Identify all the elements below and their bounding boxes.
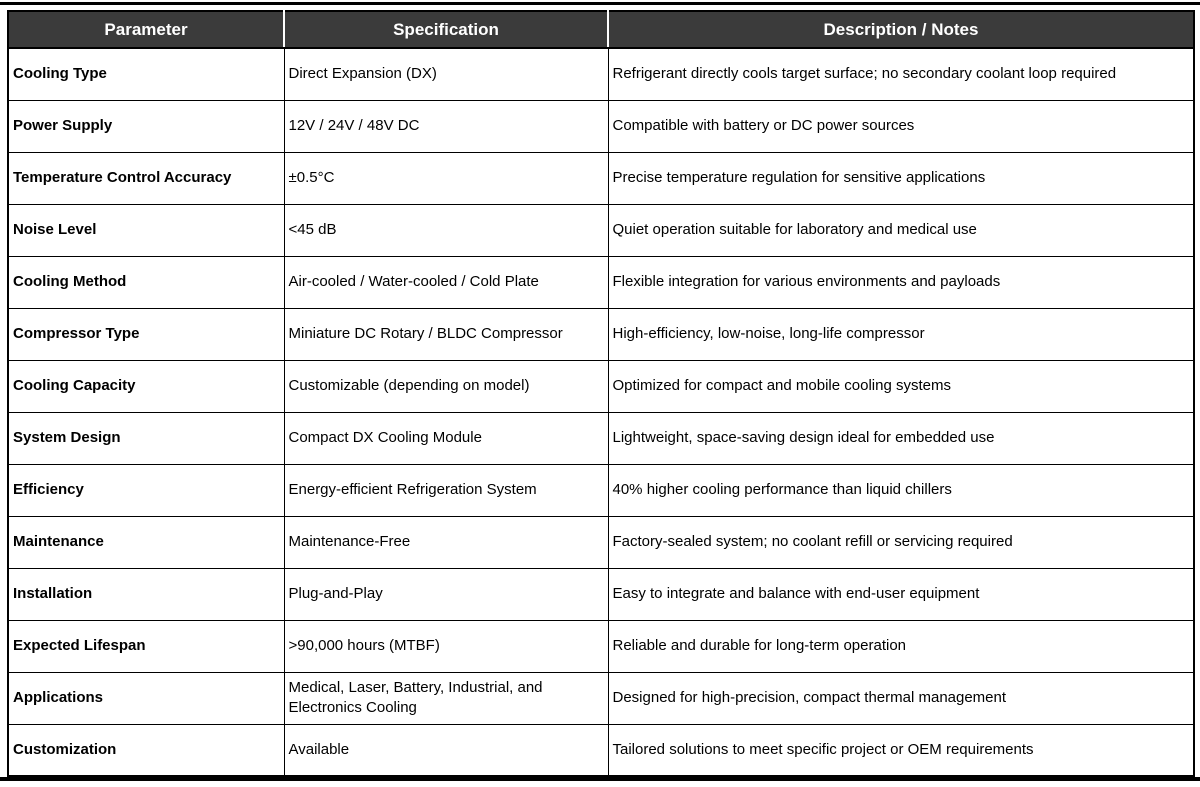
notes-cell: Tailored solutions to meet specific proj…	[607, 723, 1195, 777]
specification-cell: ±0.5°C	[283, 151, 609, 205]
parameter-cell: Customization	[7, 723, 285, 777]
notes-cell: Lightweight, space-saving design ideal f…	[607, 411, 1195, 465]
table-row: Expected Lifespan >90,000 hours (MTBF) R…	[7, 619, 1195, 673]
table-body: Cooling Type Direct Expansion (DX) Refri…	[7, 47, 1195, 777]
header-row: Parameter Specification Description / No…	[8, 11, 1194, 49]
table-row: Maintenance Maintenance-Free Factory-sea…	[7, 515, 1195, 569]
parameter-cell: Installation	[7, 567, 285, 621]
parameter-cell: System Design	[7, 411, 285, 465]
parameter-cell: Noise Level	[7, 203, 285, 257]
header-parameter: Parameter	[8, 11, 284, 49]
parameter-cell: Cooling Method	[7, 255, 285, 309]
specification-cell: Available	[283, 723, 609, 777]
notes-cell: High-efficiency, low-noise, long-life co…	[607, 307, 1195, 361]
table-row: Cooling Type Direct Expansion (DX) Refri…	[7, 47, 1195, 101]
table-row: Installation Plug-and-Play Easy to integ…	[7, 567, 1195, 621]
header-description-notes: Description / Notes	[607, 11, 1194, 49]
notes-cell: Designed for high-precision, compact the…	[607, 671, 1195, 725]
specification-cell: 12V / 24V / 48V DC	[283, 99, 609, 153]
table-row: System Design Compact DX Cooling Module …	[7, 411, 1195, 465]
specification-cell: >90,000 hours (MTBF)	[283, 619, 609, 673]
table-row: Cooling Method Air-cooled / Water-cooled…	[7, 255, 1195, 309]
specification-cell: Maintenance-Free	[283, 515, 609, 569]
notes-cell: Factory-sealed system; no coolant refill…	[607, 515, 1195, 569]
parameter-cell: Cooling Capacity	[7, 359, 285, 413]
notes-cell: Optimized for compact and mobile cooling…	[607, 359, 1195, 413]
notes-cell: Flexible integration for various environ…	[607, 255, 1195, 309]
parameter-cell: Applications	[7, 671, 285, 725]
notes-cell: Easy to integrate and balance with end-u…	[607, 567, 1195, 621]
table-row: Customization Available Tailored solutio…	[7, 723, 1195, 777]
parameter-cell: Efficiency	[7, 463, 285, 517]
specification-cell: Miniature DC Rotary / BLDC Compressor	[283, 307, 609, 361]
table-row: Noise Level <45 dB Quiet operation suita…	[7, 203, 1195, 257]
specification-table: Parameter Specification Description / No…	[7, 10, 1195, 777]
notes-cell: 40% higher cooling performance than liqu…	[607, 463, 1195, 517]
table-row: Efficiency Energy-efficient Refrigeratio…	[7, 463, 1195, 517]
table-row: Power Supply 12V / 24V / 48V DC Compatib…	[7, 99, 1195, 153]
table-header: Parameter Specification Description / No…	[8, 11, 1194, 49]
parameter-cell: Compressor Type	[7, 307, 285, 361]
specification-cell: Medical, Laser, Battery, Industrial, and…	[283, 671, 609, 725]
specification-cell: Customizable (depending on model)	[283, 359, 609, 413]
parameter-cell: Temperature Control Accuracy	[7, 151, 285, 205]
notes-cell: Compatible with battery or DC power sour…	[607, 99, 1195, 153]
bottom-divider-rule	[0, 777, 1200, 781]
specification-cell: Compact DX Cooling Module	[283, 411, 609, 465]
notes-cell: Refrigerant directly cools target surfac…	[607, 47, 1195, 101]
parameter-cell: Maintenance	[7, 515, 285, 569]
parameter-cell: Cooling Type	[7, 47, 285, 101]
notes-cell: Reliable and durable for long-term opera…	[607, 619, 1195, 673]
specification-cell: <45 dB	[283, 203, 609, 257]
header-specification: Specification	[283, 11, 608, 49]
specification-cell: Direct Expansion (DX)	[283, 47, 609, 101]
specification-cell: Air-cooled / Water-cooled / Cold Plate	[283, 255, 609, 309]
parameter-cell: Power Supply	[7, 99, 285, 153]
specification-cell: Plug-and-Play	[283, 567, 609, 621]
table-row: Temperature Control Accuracy ±0.5°C Prec…	[7, 151, 1195, 205]
parameter-cell: Expected Lifespan	[7, 619, 285, 673]
notes-cell: Precise temperature regulation for sensi…	[607, 151, 1195, 205]
table-row: Compressor Type Miniature DC Rotary / BL…	[7, 307, 1195, 361]
specification-cell: Energy-efficient Refrigeration System	[283, 463, 609, 517]
notes-cell: Quiet operation suitable for laboratory …	[607, 203, 1195, 257]
table-row: Cooling Capacity Customizable (depending…	[7, 359, 1195, 413]
table-row: Applications Medical, Laser, Battery, In…	[7, 671, 1195, 725]
top-divider-rule	[0, 2, 1200, 5]
